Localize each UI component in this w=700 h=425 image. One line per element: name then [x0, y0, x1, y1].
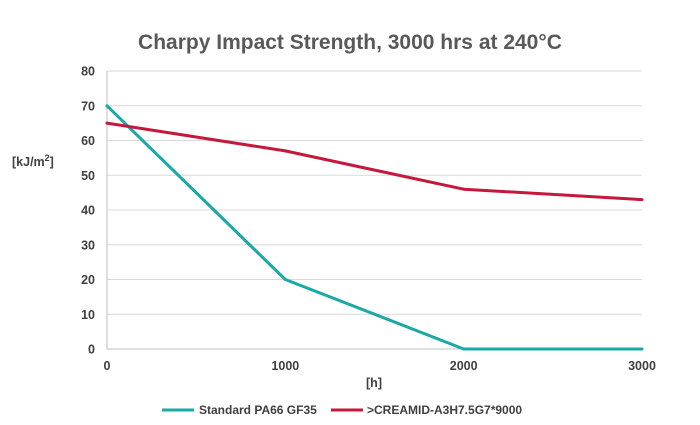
series — [105, 104, 644, 351]
legend: Standard PA66 GF35 >CREAMID-A3H7.5G7*900… — [162, 403, 522, 417]
x-tick-label: 3000 — [628, 359, 656, 373]
grid — [106, 70, 642, 350]
y-tick-label: 50 — [81, 169, 95, 183]
x-axis-ticks: 0 1000 2000 3000 — [104, 359, 656, 373]
data-point-0-1 — [283, 278, 287, 281]
y-axis-label: [kJ/m2] — [12, 153, 54, 169]
x-tick-label: 0 — [104, 359, 111, 373]
x-tick-label: 2000 — [450, 359, 478, 373]
chart-title: Charpy Impact Strength, 3000 hrs at 240°… — [138, 31, 562, 54]
data-point-1-0 — [105, 121, 109, 125]
data-point-1-2 — [462, 187, 466, 191]
y-tick-label: 0 — [88, 343, 95, 357]
data-point-1-1 — [283, 149, 287, 153]
data-point-0-0 — [105, 104, 109, 108]
y-tick-label: 40 — [81, 204, 95, 218]
y-axis-ticks: 0 10 20 30 40 50 60 70 80 — [81, 65, 95, 357]
series-line-1 — [106, 121, 643, 202]
y-tick-label: 30 — [81, 238, 95, 252]
data-point-0-3 — [640, 347, 644, 351]
legend-label-standard-pa66: Standard PA66 GF35 — [199, 403, 317, 417]
y-tick-label: 70 — [81, 99, 95, 113]
y-tick-label: 80 — [81, 65, 95, 79]
legend-label-creamid: >CREAMID-A3H7.5G7*9000 — [367, 403, 522, 417]
series-line-0 — [105, 104, 642, 351]
data-point-1-3 — [640, 198, 644, 202]
data-point-0-2 — [462, 347, 466, 351]
y-tick-label: 20 — [81, 273, 95, 287]
x-tick-label: 1000 — [271, 359, 299, 373]
x-axis-label: [h] — [366, 376, 382, 390]
y-tick-label: 60 — [81, 134, 95, 148]
y-tick-label: 10 — [81, 308, 95, 322]
